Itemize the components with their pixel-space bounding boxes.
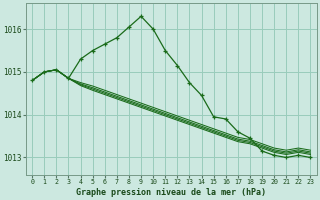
X-axis label: Graphe pression niveau de la mer (hPa): Graphe pression niveau de la mer (hPa) xyxy=(76,188,266,197)
